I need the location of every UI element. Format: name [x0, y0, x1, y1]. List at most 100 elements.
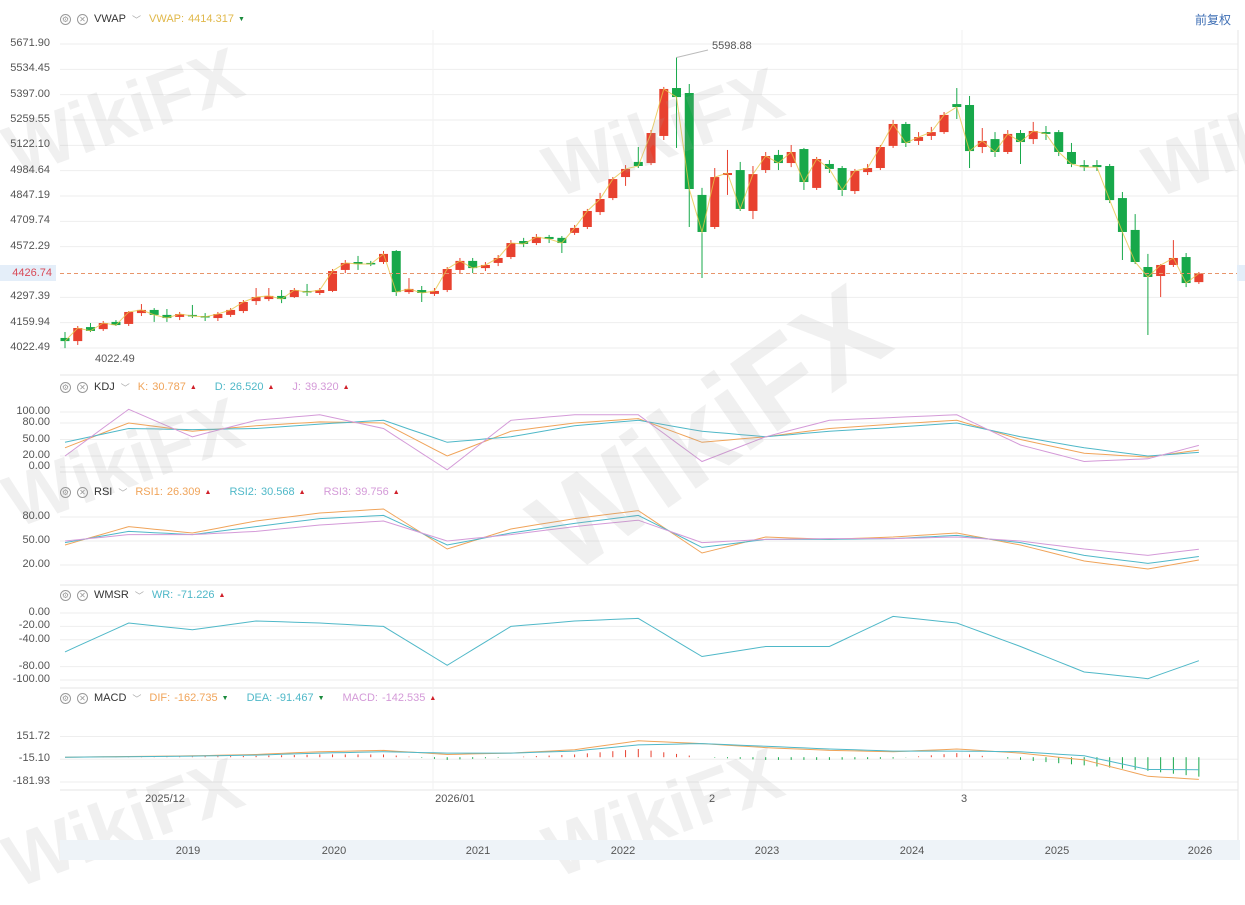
indicator-value: 26.520 [229, 381, 264, 393]
close-circle-icon[interactable]: ✕ [77, 13, 88, 25]
time-axis-label: 3 [960, 793, 968, 805]
rsi-panel-header: ⚙ ✕ RSI ﹀ RSI1: 26.309 ▲ RSI2: 30.568 ▲ RSI3: 39.75… [60, 484, 418, 500]
candle-down [1105, 165, 1115, 201]
candle-down [735, 170, 745, 209]
close-circle-icon[interactable]: ✕ [77, 486, 88, 498]
chevron-down-icon[interactable]: ﹀ [132, 693, 142, 704]
price-axis-label: 5397.00 [10, 87, 50, 100]
indicator-label: DEA: [246, 692, 273, 704]
candle-up [238, 302, 248, 312]
chevron-down-icon[interactable]: ﹀ [134, 590, 144, 601]
wmsr-wr-line [64, 615, 1200, 680]
navigator-year-label[interactable]: 2021 [465, 845, 491, 857]
candle-up [98, 323, 108, 330]
macd-axis-label: -181.93 [12, 775, 50, 787]
triangle-up-icon: ▲ [218, 591, 226, 599]
candle-down [1130, 229, 1140, 263]
candle-down [111, 321, 121, 326]
candle-down [85, 327, 95, 331]
candle-up [786, 151, 796, 164]
candle-up [761, 156, 771, 171]
candle-down [544, 236, 554, 239]
navigator-year-label[interactable]: 2023 [754, 845, 780, 857]
navigator-year-label[interactable]: 2020 [321, 845, 347, 857]
chevron-down-icon[interactable]: ﹀ [120, 382, 130, 393]
candle-up [328, 271, 338, 291]
candle-up [1003, 133, 1013, 152]
macd-axis-label: 151.72 [16, 729, 50, 742]
candle-down [1066, 151, 1076, 164]
candle-down [799, 149, 809, 183]
price-axis-label: 4159.94 [10, 315, 50, 328]
navigator-year-label[interactable]: 2019 [175, 845, 201, 857]
price-axis-label: 4572.29 [10, 239, 50, 252]
candle-up [1156, 264, 1166, 277]
indicator-value: 4414.317 [188, 13, 234, 25]
candle-up [442, 269, 452, 291]
forward-adjust-button[interactable]: 前复权 [1194, 13, 1231, 27]
candle-down [1143, 266, 1153, 277]
candle-down [417, 290, 427, 293]
navigator-year-label[interactable]: 2022 [610, 845, 636, 857]
candle-down [468, 260, 478, 269]
candle-up [531, 236, 541, 244]
candle-up [264, 295, 274, 300]
candle-down [1079, 165, 1089, 168]
candle-down [837, 168, 847, 190]
rsi-axis-label: 80.00 [22, 510, 50, 522]
rsi-axis-label: 50.00 [22, 534, 50, 546]
macd-dif-line [64, 740, 1199, 780]
settings-gear-icon[interactable]: ⚙ [60, 692, 71, 704]
navigator-year-label[interactable]: 2025 [1044, 845, 1070, 857]
triangle-down-icon: ▼ [237, 15, 245, 23]
candle-down [1041, 132, 1051, 134]
chevron-down-icon[interactable]: ﹀ [118, 487, 128, 498]
candle-down [162, 314, 172, 319]
main-panel-header: ⚙ ✕ VWAP ﹀ VWAP: 4414.317 ▼ [60, 11, 263, 27]
candle-down [60, 337, 70, 342]
rsi-axis-label: 20.00 [22, 558, 50, 570]
chart-canvas[interactable] [0, 0, 1245, 860]
triangle-up-icon: ▲ [298, 488, 306, 496]
candle-down [672, 88, 682, 98]
time-navigator[interactable] [60, 840, 1240, 860]
vwap-line [64, 88, 1200, 342]
candle-up [506, 243, 516, 258]
settings-gear-icon[interactable]: ⚙ [60, 589, 71, 601]
kdj-axis-label: 20.00 [22, 449, 50, 461]
indicator-value: -162.735 [174, 692, 218, 704]
triangle-down-icon: ▼ [221, 694, 229, 702]
candle-down [149, 309, 159, 315]
kdj-axis-label: 0.00 [28, 460, 50, 472]
kdj-panel-header: ⚙ ✕ KDJ ﹀ K: 30.787 ▲ D: 26.520 ▲ J: 39.320 ▲ [60, 379, 368, 395]
settings-gear-icon[interactable]: ⚙ [60, 13, 71, 25]
rsi-rsi2-line [64, 514, 1199, 564]
wmsr-panel-header: ⚙ ✕ WMSR ﹀ WR: -71.226 ▲ [60, 587, 243, 603]
navigator-year-label[interactable]: 2024 [899, 845, 925, 857]
wmsr-axis-label: -80.00 [18, 659, 50, 672]
settings-gear-icon[interactable]: ⚙ [60, 486, 71, 498]
indicator-name: VWAP [94, 13, 126, 25]
indicator-label: RSI3: [323, 486, 352, 498]
candle-up [850, 170, 860, 192]
candle-down [684, 93, 694, 190]
wmsr-axis-label: -40.00 [18, 632, 50, 645]
candle-down [633, 161, 643, 166]
candle-down [1054, 132, 1064, 152]
time-axis-label: 2025/12 [145, 793, 185, 805]
close-circle-icon[interactable]: ✕ [77, 381, 88, 393]
navigator-year-label[interactable]: 2026 [1187, 845, 1213, 857]
candle-up [621, 168, 631, 178]
candle-down [901, 123, 911, 143]
chevron-down-icon[interactable]: ﹀ [132, 14, 142, 25]
candle-up [888, 123, 898, 146]
settings-gear-icon[interactable]: ⚙ [60, 381, 71, 393]
candle-up [136, 309, 146, 314]
wmsr-axis-label: -100.00 [12, 673, 50, 685]
candle-up [646, 133, 656, 164]
candle-down [1181, 257, 1191, 284]
close-circle-icon[interactable]: ✕ [77, 589, 88, 601]
close-circle-icon[interactable]: ✕ [77, 692, 88, 704]
kdj-j-line [64, 408, 1199, 471]
indicator-label: RSI2: [229, 486, 257, 498]
